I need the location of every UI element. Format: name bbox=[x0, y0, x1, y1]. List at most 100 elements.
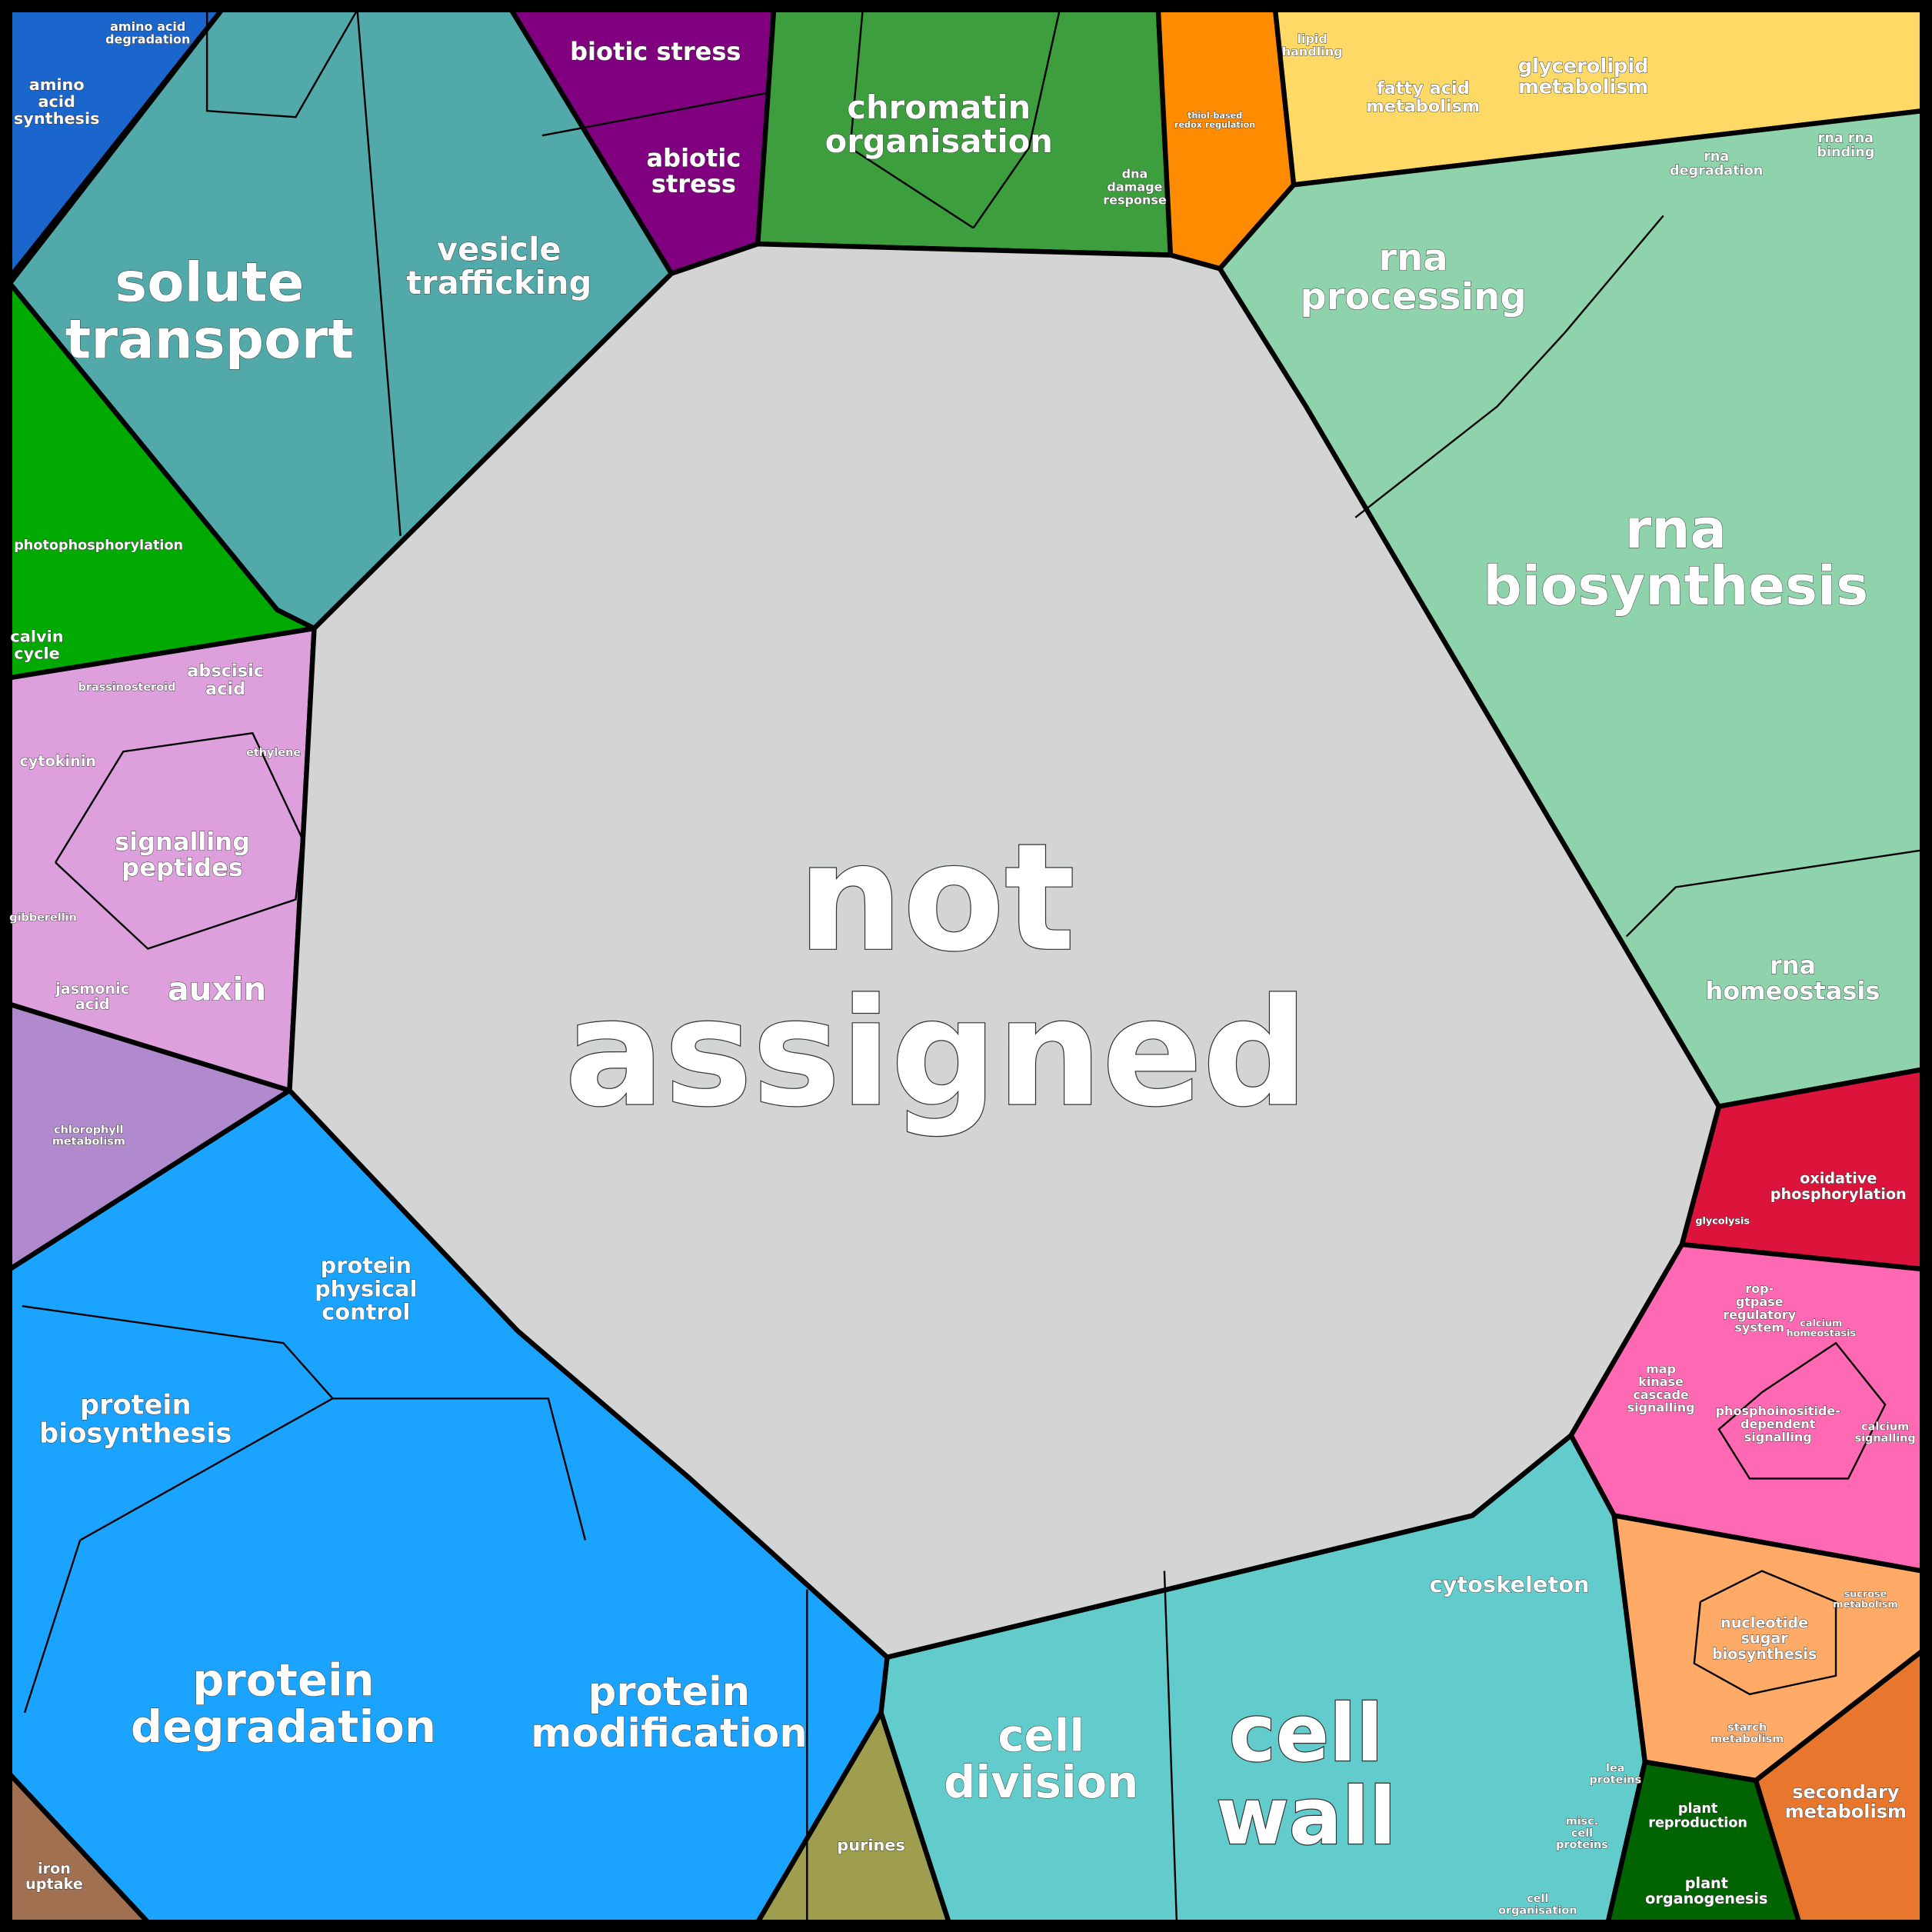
region-label: calvin cycle bbox=[11, 628, 64, 663]
label-line: degradation bbox=[105, 32, 190, 46]
region-label: not assigned bbox=[565, 812, 1308, 1139]
label-line: organogenesis bbox=[1645, 1890, 1767, 1907]
label-line: protein bbox=[192, 1654, 375, 1706]
label-line: degradation bbox=[131, 1700, 436, 1753]
label-line: peptides bbox=[122, 853, 243, 882]
label-line: proteins bbox=[1556, 1839, 1608, 1851]
label-line: biosynthesis bbox=[39, 1418, 232, 1450]
region-label: sucrose metabolism bbox=[1833, 1588, 1897, 1610]
divider bbox=[22, 1304, 335, 1714]
label-line: plant bbox=[1678, 1801, 1718, 1817]
label-line: cascade bbox=[1633, 1387, 1689, 1401]
label-line: map bbox=[1646, 1361, 1676, 1376]
label-line: cell bbox=[1527, 1893, 1548, 1905]
region-label: cell wall bbox=[1216, 1688, 1396, 1863]
label-line: abscisic bbox=[187, 661, 264, 681]
region-label: rna homeostasis bbox=[1705, 951, 1880, 1006]
divider bbox=[356, 9, 401, 536]
region-label: signalling peptides bbox=[115, 828, 250, 883]
label-line: modification bbox=[531, 1710, 808, 1757]
region-label: dna damage response bbox=[1103, 166, 1167, 207]
label-line: rop- bbox=[1745, 1281, 1774, 1296]
divider bbox=[1163, 1571, 1178, 1923]
label-line: trafficking bbox=[406, 264, 591, 301]
label-line: chlorophyll bbox=[54, 1124, 123, 1137]
label-line: metabolism bbox=[1833, 1599, 1897, 1611]
label-line: sugar bbox=[1740, 1629, 1788, 1647]
label-line: photophosphorylation bbox=[14, 538, 183, 554]
region-label: biotic stress bbox=[570, 37, 741, 66]
region-label: fatty acid metabolism bbox=[1366, 78, 1480, 116]
label-line: signalling bbox=[1627, 1400, 1695, 1414]
label-line: vesicle bbox=[437, 230, 561, 268]
label-line: redox regulation bbox=[1174, 120, 1255, 130]
label-line: brassinosteroid bbox=[78, 681, 176, 694]
label-line: gibberellin bbox=[9, 912, 77, 924]
region-label: iron uptake bbox=[25, 1859, 83, 1892]
label-line: organisation bbox=[1498, 1904, 1577, 1917]
label-line: synthesis bbox=[14, 109, 100, 128]
region-label: starch metabolism bbox=[1710, 1722, 1784, 1746]
label-line: assigned bbox=[565, 968, 1308, 1139]
label-line: protein bbox=[588, 1669, 750, 1715]
label-line: acid bbox=[75, 995, 110, 1013]
label-line: cytokinin bbox=[19, 752, 96, 770]
label-line: regulatory bbox=[1723, 1307, 1796, 1321]
label-line: auxin bbox=[168, 971, 267, 1008]
region-label: chromatin organisation bbox=[825, 88, 1053, 160]
label-line: rna bbox=[1625, 497, 1727, 560]
divider bbox=[1625, 849, 1923, 938]
regions bbox=[7, 7, 1925, 1925]
region-label: jasmonic acid bbox=[55, 979, 129, 1012]
sub-divisions bbox=[22, 9, 1923, 1923]
region-label: protein degradation bbox=[131, 1654, 436, 1753]
label-line: signalling bbox=[1855, 1433, 1916, 1445]
label-line: rna rna bbox=[1818, 131, 1874, 146]
region-label: rna degradation bbox=[1670, 149, 1763, 179]
label-line: damage bbox=[1107, 179, 1162, 194]
label-line: rna bbox=[1378, 236, 1447, 279]
region-label: protein modification bbox=[531, 1669, 808, 1757]
label-line: calvin bbox=[11, 628, 64, 646]
label-line: glycolysis bbox=[1695, 1215, 1750, 1227]
region-label: phosphoinositide-dependent signalling bbox=[1716, 1404, 1840, 1444]
label-line: starch bbox=[1727, 1722, 1767, 1734]
label-line: metabolism bbox=[1710, 1734, 1784, 1746]
label-line: protein bbox=[80, 1390, 192, 1421]
label-line: transport bbox=[65, 308, 354, 371]
region-label: plant organogenesis bbox=[1645, 1874, 1767, 1907]
region-label: thiol-based redox regulation bbox=[1174, 111, 1255, 130]
divider bbox=[1354, 215, 1664, 518]
region-label: glycerolipid metabolism bbox=[1518, 55, 1649, 98]
label-line: binding bbox=[1817, 145, 1874, 160]
label-line: degradation bbox=[1670, 163, 1763, 178]
label-line: misc. bbox=[1566, 1816, 1599, 1828]
region-label: abscisic acid bbox=[187, 661, 264, 699]
label-line: lipid bbox=[1297, 31, 1327, 45]
region-label: lea proteins bbox=[1589, 1762, 1641, 1786]
region-label: rna biosynthesis bbox=[1483, 497, 1868, 617]
region-label: misc. cell proteins bbox=[1556, 1816, 1608, 1851]
label-line: proteins bbox=[1589, 1774, 1641, 1787]
label-line: reproduction bbox=[1648, 1816, 1747, 1831]
region-label: chlorophyll metabolism bbox=[52, 1124, 125, 1148]
label-line: phosphoinositide- bbox=[1716, 1404, 1840, 1418]
region-label: vesicle trafficking bbox=[406, 230, 591, 301]
region-label: protein biosynthesis bbox=[39, 1390, 232, 1450]
region-label: map kinase cascade signalling bbox=[1627, 1361, 1695, 1414]
label-line: wall bbox=[1216, 1771, 1396, 1863]
label-line: amino acid bbox=[110, 18, 185, 33]
region-label: glycolysis bbox=[1695, 1215, 1750, 1227]
region-label: ethylene bbox=[246, 747, 301, 759]
label-line: metabolism bbox=[1366, 96, 1480, 116]
label-line: cytoskeleton bbox=[1429, 1571, 1589, 1597]
region-label: plant reproduction bbox=[1648, 1801, 1747, 1831]
label-line: amino bbox=[29, 75, 85, 94]
label-line: thiol-based bbox=[1188, 111, 1242, 121]
label-line: handling bbox=[1282, 44, 1343, 58]
divider bbox=[332, 1397, 587, 1541]
label-line: uptake bbox=[25, 1875, 83, 1893]
region-label: nucleotide sugar biosynthesis bbox=[1712, 1614, 1817, 1662]
region-label: auxin bbox=[168, 971, 267, 1008]
region-label: abiotic stress bbox=[647, 143, 741, 198]
